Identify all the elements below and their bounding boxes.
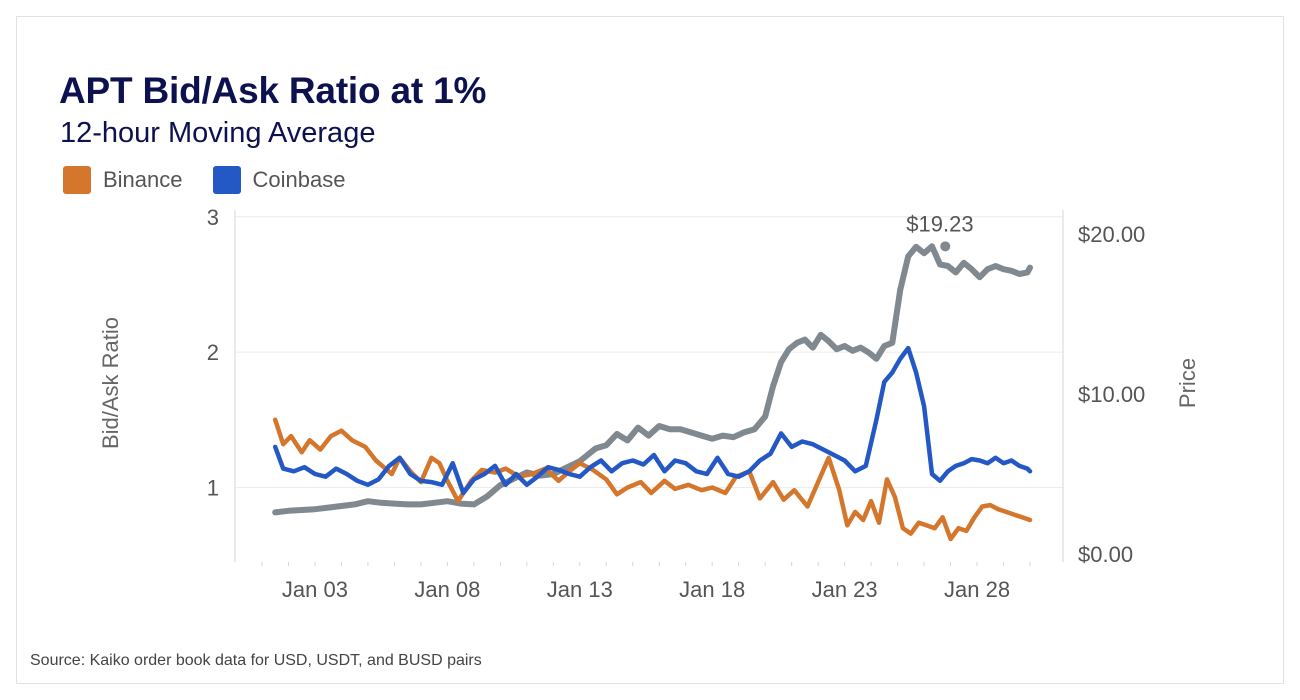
y2-tick-label: $0.00 [1078, 542, 1133, 567]
x-tick-label: Jan 18 [679, 577, 745, 602]
legend-label-binance: Binance [103, 167, 183, 192]
legend-item-binance[interactable]: Binance [63, 166, 183, 194]
y-tick-label: 2 [207, 340, 219, 365]
y-axis-title: Bid/Ask Ratio [98, 317, 123, 449]
series-line-coinbase [272, 345, 1033, 496]
x-tick-label: Jan 08 [414, 577, 480, 602]
y2-axis-title: Price [1175, 358, 1200, 408]
legend: Binance Coinbase [63, 166, 375, 194]
legend-swatch-binance [63, 166, 91, 194]
axes [234, 210, 1064, 566]
chart-frame [16, 16, 1284, 684]
source-note: Source: Kaiko order book data for USD, U… [30, 652, 482, 669]
x-tick-label: Jan 28 [944, 577, 1010, 602]
legend-item-coinbase[interactable]: Coinbase [212, 166, 346, 194]
price-peak-annotation: $19.23 [906, 211, 973, 236]
tick-labels: 1 2 3 $0.00 $10.00 $20.00 Jan 03 Jan 08 Jan 13 Ja… [207, 205, 1146, 602]
y-tick-label: 1 [207, 476, 219, 501]
chart-subtitle: 12-hour Moving Average [60, 117, 376, 149]
x-tick-label: Jan 13 [547, 577, 613, 602]
x-tick-label: Jan 23 [812, 577, 878, 602]
price-peak-marker [940, 241, 951, 252]
chart-title: APT Bid/Ask Ratio at 1% [59, 70, 487, 111]
x-tick-label: Jan 03 [282, 577, 348, 602]
y2-tick-label: $20.00 [1078, 222, 1145, 247]
y2-tick-label: $10.00 [1078, 382, 1145, 407]
series-line-binance [272, 417, 1033, 542]
legend-swatch-coinbase [212, 166, 241, 194]
series-line-price [272, 243, 1033, 516]
legend-label-coinbase: Coinbase [252, 167, 346, 192]
y-tick-label: 3 [207, 205, 219, 230]
series-lines [272, 241, 1033, 542]
